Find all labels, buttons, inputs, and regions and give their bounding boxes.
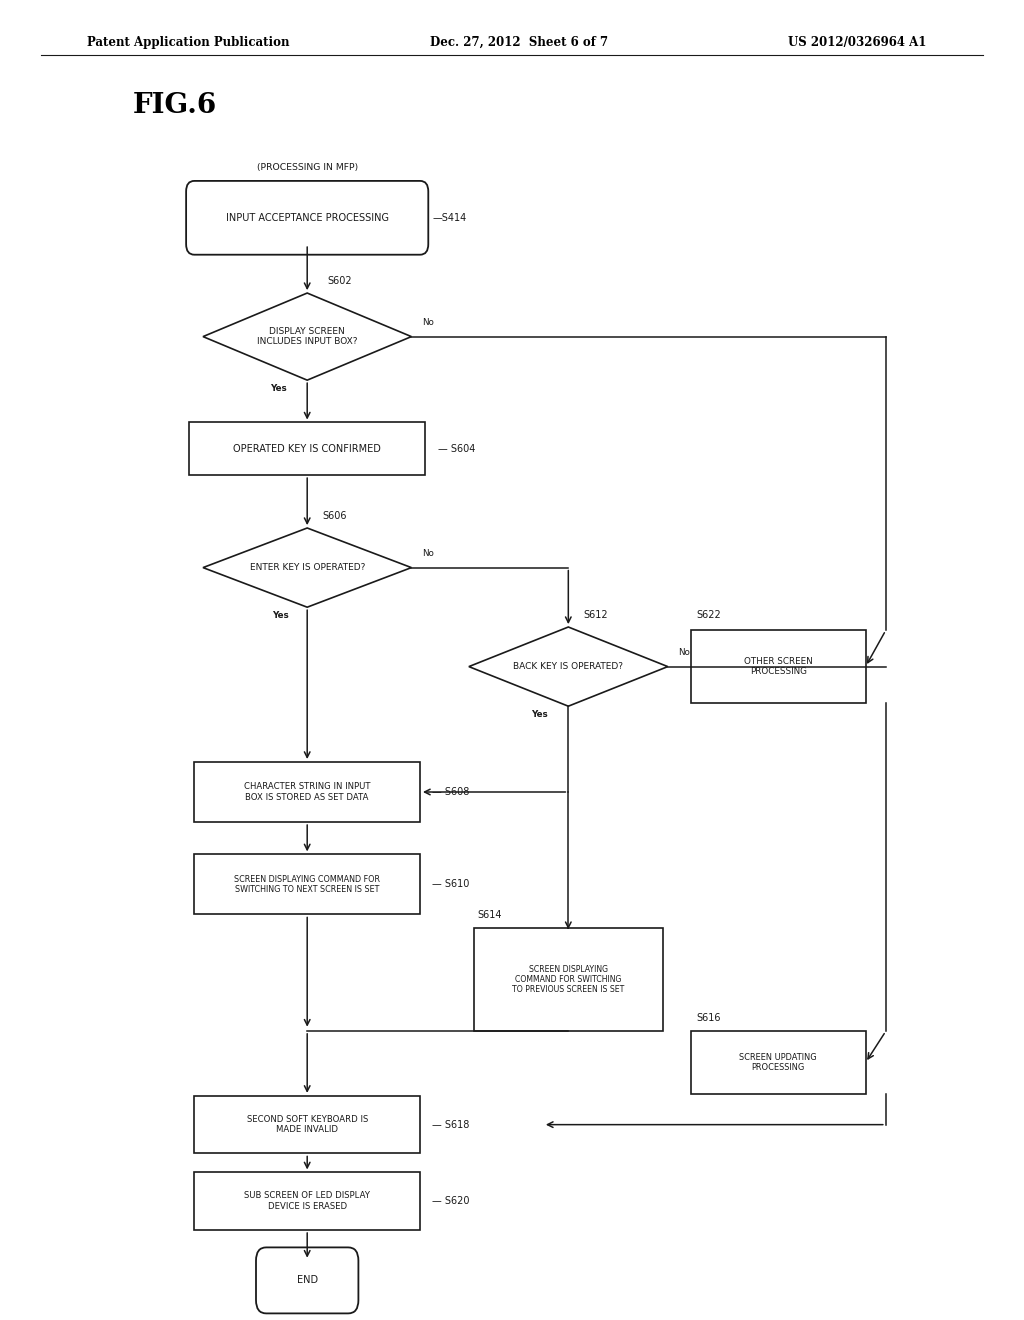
Text: ENTER KEY IS OPERATED?: ENTER KEY IS OPERATED? <box>250 564 365 572</box>
Polygon shape <box>203 528 412 607</box>
Text: — S604: — S604 <box>438 444 475 454</box>
Text: S612: S612 <box>584 610 608 620</box>
Text: — S618: — S618 <box>432 1119 470 1130</box>
Text: No: No <box>422 318 433 327</box>
Text: Yes: Yes <box>531 710 548 719</box>
Text: Yes: Yes <box>270 384 287 393</box>
Text: — S610: — S610 <box>432 879 470 890</box>
Text: Yes: Yes <box>272 611 289 620</box>
Polygon shape <box>203 293 412 380</box>
Text: CHARACTER STRING IN INPUT
BOX IS STORED AS SET DATA: CHARACTER STRING IN INPUT BOX IS STORED … <box>244 783 371 801</box>
Text: OTHER SCREEN
PROCESSING: OTHER SCREEN PROCESSING <box>743 657 813 676</box>
Text: SECOND SOFT KEYBOARD IS
MADE INVALID: SECOND SOFT KEYBOARD IS MADE INVALID <box>247 1115 368 1134</box>
Text: US 2012/0326964 A1: US 2012/0326964 A1 <box>788 36 927 49</box>
Bar <box>691 631 865 704</box>
Text: SCREEN DISPLAYING COMMAND FOR
SWITCHING TO NEXT SCREEN IS SET: SCREEN DISPLAYING COMMAND FOR SWITCHING … <box>234 875 380 894</box>
Text: OPERATED KEY IS CONFIRMED: OPERATED KEY IS CONFIRMED <box>233 444 381 454</box>
Text: (PROCESSING IN MFP): (PROCESSING IN MFP) <box>257 164 357 172</box>
Text: S606: S606 <box>323 511 347 521</box>
Text: S616: S616 <box>696 1014 721 1023</box>
Text: INPUT ACCEPTANCE PROCESSING: INPUT ACCEPTANCE PROCESSING <box>225 213 389 223</box>
Text: DISPLAY SCREEN
INCLUDES INPUT BOX?: DISPLAY SCREEN INCLUDES INPUT BOX? <box>257 327 357 346</box>
Polygon shape <box>469 627 668 706</box>
Text: No: No <box>422 549 433 558</box>
Text: Dec. 27, 2012  Sheet 6 of 7: Dec. 27, 2012 Sheet 6 of 7 <box>430 36 608 49</box>
Text: — S608: — S608 <box>432 787 470 797</box>
Text: S622: S622 <box>696 610 721 620</box>
Text: FIG.6: FIG.6 <box>133 92 217 119</box>
FancyBboxPatch shape <box>186 181 428 255</box>
Bar <box>691 1031 865 1094</box>
Text: END: END <box>297 1275 317 1286</box>
Bar <box>195 1172 420 1230</box>
Text: SCREEN UPDATING
PROCESSING: SCREEN UPDATING PROCESSING <box>739 1053 817 1072</box>
Bar <box>195 1096 420 1154</box>
Text: SUB SCREEN OF LED DISPLAY
DEVICE IS ERASED: SUB SCREEN OF LED DISPLAY DEVICE IS ERAS… <box>244 1192 371 1210</box>
Text: SCREEN DISPLAYING
COMMAND FOR SWITCHING
TO PREVIOUS SCREEN IS SET: SCREEN DISPLAYING COMMAND FOR SWITCHING … <box>512 965 625 994</box>
Text: — S620: — S620 <box>432 1196 470 1206</box>
Text: No: No <box>678 648 690 657</box>
FancyBboxPatch shape <box>256 1247 358 1313</box>
Bar <box>195 762 420 822</box>
Text: S614: S614 <box>477 909 502 920</box>
Text: S602: S602 <box>328 276 352 286</box>
Bar <box>195 854 420 915</box>
Text: Patent Application Publication: Patent Application Publication <box>87 36 290 49</box>
Bar <box>188 422 426 475</box>
Text: BACK KEY IS OPERATED?: BACK KEY IS OPERATED? <box>513 663 624 671</box>
Bar <box>474 928 663 1031</box>
Text: —S414: —S414 <box>432 213 467 223</box>
